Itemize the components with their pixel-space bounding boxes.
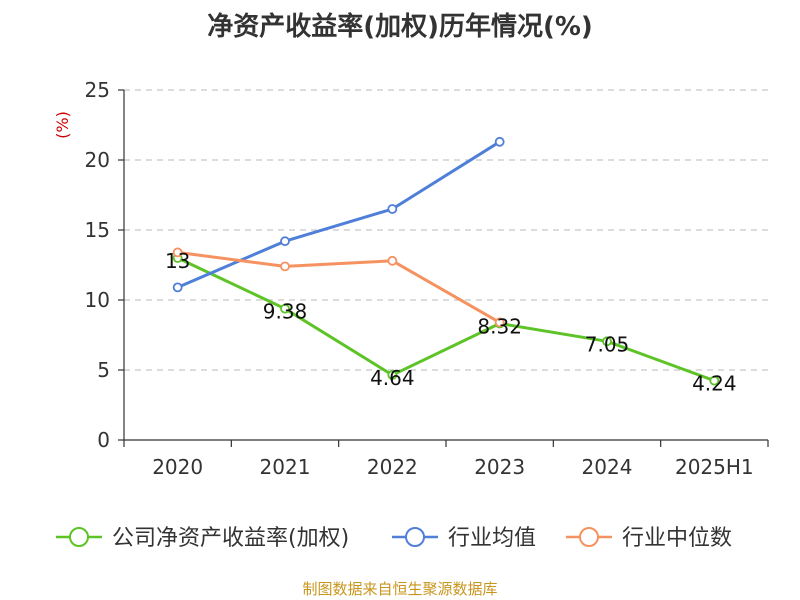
series-point-1 xyxy=(494,136,505,147)
series-point-0 xyxy=(387,370,398,380)
y-tick-label: 5 xyxy=(97,358,110,382)
y-tick-label: 20 xyxy=(85,148,110,172)
x-tick-label: 2024 xyxy=(582,455,633,479)
source-footer: 制图数据来自恒生聚源数据库 xyxy=(302,580,498,598)
x-tick-label: 2021 xyxy=(260,455,311,479)
x-tick-label: 2025H1 xyxy=(675,455,754,479)
y-axis-label: (%) xyxy=(53,111,72,139)
grid-lines xyxy=(124,89,768,371)
legend-label: 行业中位数 xyxy=(622,526,732,551)
x-tick-label: 2020 xyxy=(152,455,203,479)
data-label: 7.05 xyxy=(585,332,630,356)
series-point-0 xyxy=(709,375,720,386)
y-tick-label: 10 xyxy=(85,288,110,312)
y-tick-label: 15 xyxy=(85,218,110,242)
y-tick-label: 0 xyxy=(97,428,110,452)
data-labels: 13 9.38 4.64 8.32 7.05 4.24 xyxy=(165,249,737,396)
data-label: 13 xyxy=(165,249,190,273)
series-point-2 xyxy=(280,261,290,272)
series-line-2 xyxy=(177,250,501,324)
series-point-1 xyxy=(280,236,290,247)
series-layer xyxy=(172,136,720,386)
legend: 公司净资产收益率(加权) 行业均值 行业中位数 xyxy=(56,526,732,551)
legend-marker xyxy=(579,527,599,547)
x-tick-label: 2022 xyxy=(367,455,418,479)
chart-title: 净资产收益率(加权)历年情况(%) xyxy=(207,12,593,42)
series-point-2 xyxy=(494,317,505,328)
series-point-0 xyxy=(602,336,612,347)
series-point-1 xyxy=(172,282,183,293)
series-point-0 xyxy=(280,303,290,314)
data-label: 4.64 xyxy=(370,366,415,390)
series-point-2 xyxy=(172,247,183,258)
x-tick-label: 2023 xyxy=(474,455,525,479)
legend-label: 行业均值 xyxy=(448,526,536,551)
series-point-2 xyxy=(387,255,398,266)
legend-label: 公司净资产收益率(加权) xyxy=(112,526,349,551)
data-label: 4.24 xyxy=(692,372,737,396)
y-tick-label: 25 xyxy=(85,78,110,102)
data-label: 9.38 xyxy=(263,300,308,324)
data-label: 8.32 xyxy=(477,315,522,339)
legend-marker xyxy=(69,527,89,547)
series-point-1 xyxy=(387,204,398,214)
series-line-1 xyxy=(177,140,501,289)
legend-marker xyxy=(405,527,425,547)
series-line-0 xyxy=(177,256,715,383)
axes: 0 5 10 15 20 25 (%) 2020 2021 2022 2023 2024 2025H1 xyxy=(53,78,769,479)
